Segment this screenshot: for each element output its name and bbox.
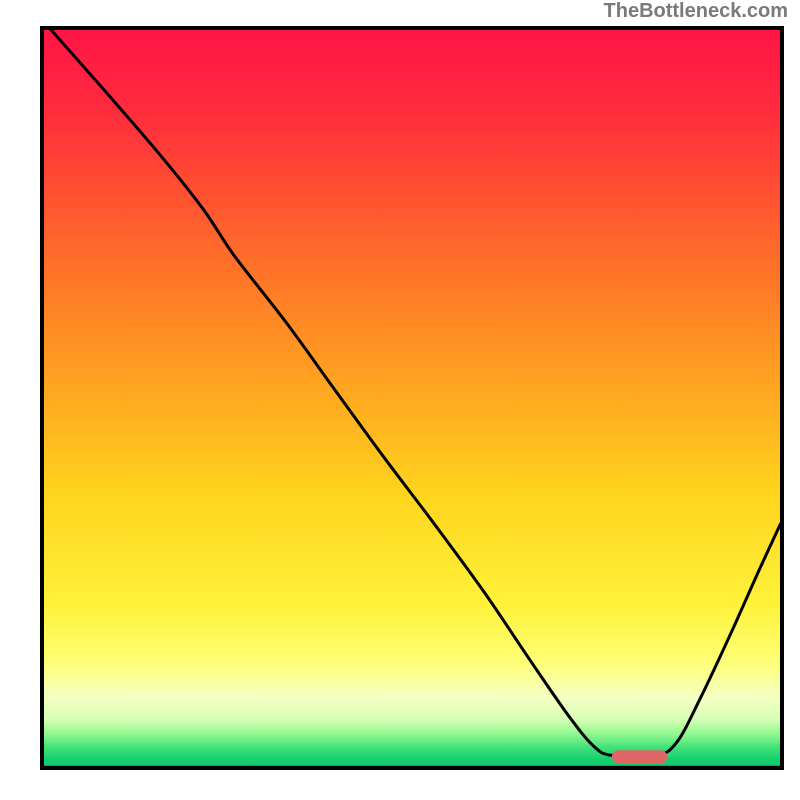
gradient-background: [42, 28, 782, 768]
chart-stage: TheBottleneck.com: [0, 0, 800, 800]
range-marker: [612, 750, 668, 763]
watermark-text: TheBottleneck.com: [604, 0, 788, 23]
chart-svg: [0, 0, 800, 800]
